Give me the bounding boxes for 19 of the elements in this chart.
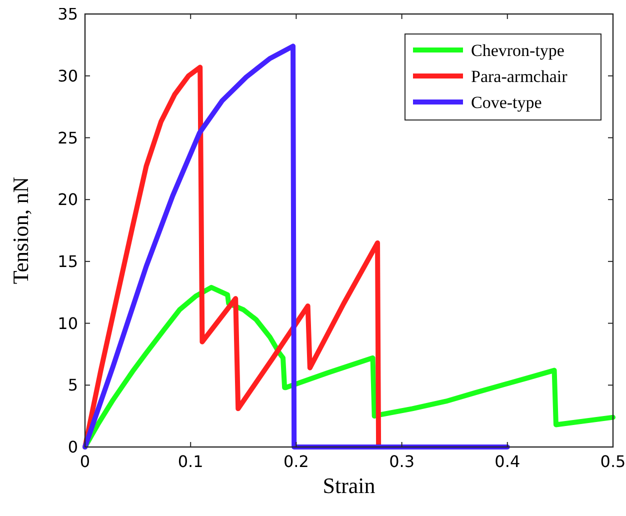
x-axis-title: Strain	[322, 473, 376, 498]
x-tick-label: 0.3	[389, 452, 415, 471]
y-axis-title: Tension, nN	[8, 176, 33, 284]
legend-label: Cove-type	[471, 92, 542, 112]
x-tick-label: 0.2	[283, 452, 309, 471]
y-tick-label: 10	[58, 314, 78, 333]
y-tick-label: 5	[68, 376, 78, 395]
y-tick-label: 30	[58, 66, 78, 86]
x-tick-label: 0	[80, 452, 90, 471]
legend-label: Para-armchair	[471, 66, 568, 86]
y-tick-label: 15	[58, 252, 78, 272]
y-tick-label: 25	[58, 128, 78, 148]
x-tick-label: 0.4	[494, 452, 520, 471]
x-tick-label: 0.5	[600, 452, 626, 471]
legend-label: Chevron-type	[471, 40, 564, 60]
y-tick-label: 0	[68, 438, 78, 457]
y-tick-label: 35	[58, 4, 78, 24]
y-tick-label: 20	[58, 190, 78, 210]
x-tick-label: 0.1	[178, 452, 204, 471]
